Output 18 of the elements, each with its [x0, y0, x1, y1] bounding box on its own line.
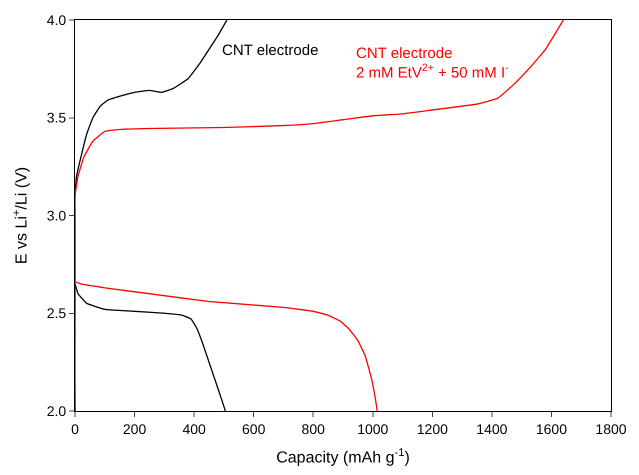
x-tick-label: 1800: [595, 420, 627, 437]
series-label: CNT electrode: [222, 42, 318, 59]
x-tick-label: 200: [122, 420, 146, 437]
y-tick-label: 2.5: [46, 305, 66, 322]
y-tick-label: 2.0: [46, 402, 66, 419]
x-tick-label: 0: [71, 420, 80, 437]
y-tick-label: 3.5: [46, 110, 66, 126]
x-axis-title: Capacity (mAh g$^{-1}$): [276, 446, 410, 466]
x-tick-label: 800: [302, 420, 326, 437]
x-tick-label: 1000: [357, 420, 389, 437]
y-tick-label: 4.0: [46, 12, 66, 28]
x-tick-label: 1600: [536, 420, 568, 437]
y-tick-label: 3.0: [46, 207, 66, 224]
x-tick-label: 600: [242, 420, 266, 437]
x-tick-label: 1400: [476, 420, 508, 437]
series-label: CNT electrode 2 mM EtV$^{2+}$ + 50 mM I$^{-}$: [356, 45, 510, 82]
x-tick-label: 400: [182, 420, 206, 437]
x-tick-label: 1200: [416, 420, 448, 437]
